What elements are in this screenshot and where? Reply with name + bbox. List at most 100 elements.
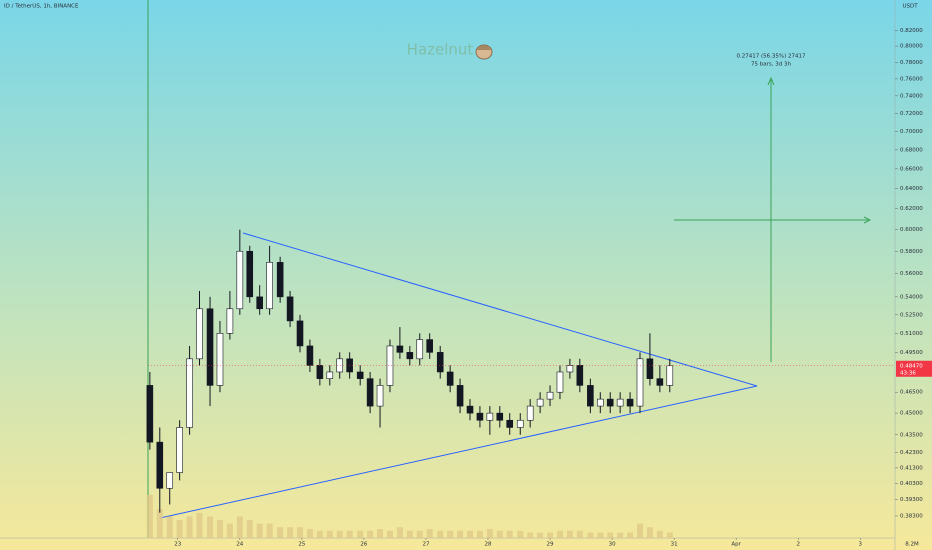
candle-body [336,358,344,373]
volume-bar [336,530,343,538]
y-tick-label: 0.52500 [900,312,923,318]
candle-body [256,296,263,310]
y-tick-label: 0.82000 [900,28,923,34]
volume-bar [556,530,563,538]
candle-body [176,427,183,473]
y-tick-label: 0.64000 [900,186,923,192]
volume-bar [627,532,634,538]
candle-body [426,339,433,353]
x-tick-label: Apr [731,542,741,548]
volume-bar [576,530,583,538]
candle-body [296,320,304,347]
candle-body [276,262,284,298]
candle-body [236,250,244,310]
volume-bar [287,527,294,538]
volume-bar [457,530,464,538]
candle-body [376,385,384,407]
candle-body [486,412,494,421]
x-tick-label: 29 [547,542,554,548]
volume-bar [656,530,663,538]
x-tick-label: 23 [174,542,181,548]
y-tick-label: 0.38300 [900,513,923,519]
candle-body [596,398,604,407]
candle-body [206,308,214,386]
volume-bar [506,530,513,538]
y-tick-label: 0.70000 [900,129,923,135]
candle-body [386,345,394,386]
y-tick-label: 0.68000 [900,147,923,153]
volume-bar [166,516,173,538]
candle-body [446,371,454,386]
volume-bar [597,532,604,538]
currency-label: USDT [902,4,918,10]
candle-body [666,365,674,386]
candle-body [146,385,154,443]
volume-bar [386,530,393,538]
y-tick-label: 0.76000 [900,76,923,82]
x-tick-label: 24 [236,542,243,548]
candle-body [166,472,174,489]
price-label: 0.48470 [900,363,923,369]
candle-body [466,405,474,414]
candle-body [587,385,594,407]
volume-bar [547,532,554,538]
candle-body [536,398,544,407]
volume-bar [236,516,243,538]
volume-bar [367,530,374,538]
y-tick-label: 0.46500 [900,390,923,396]
volume-bar [196,512,203,538]
y-tick-label: 0.41300 [900,465,923,471]
volume-bar [406,530,413,538]
x-tick-label: 30 [609,542,616,548]
volume-bar [226,523,233,538]
candle-body [646,358,654,379]
volume-label: 8.2M [905,542,919,548]
volume-bar [666,532,673,538]
y-tick-label: 0.62000 [900,206,923,212]
y-tick-label: 0.43500 [900,432,923,438]
candle-body [636,358,644,407]
measure-text: 75 bars, 3d 3h [751,62,791,68]
volume-bar [617,532,624,538]
candle-body [286,296,294,322]
candle-body [506,419,514,428]
symbol-title[interactable]: ID / TetherUS, 1h, BINANCE [4,4,79,10]
candle-body [346,358,353,373]
volume-bar [207,516,214,538]
y-tick-label: 0.40300 [900,481,923,487]
candle-body [496,412,504,421]
volume-bar [246,520,253,538]
candle-body [546,391,554,400]
y-tick-label: 0.78000 [900,60,923,66]
candle-body [556,371,564,393]
volume-bar [437,530,444,538]
candle-body [216,333,224,386]
volume-bar [637,523,644,538]
candle-body [226,308,234,334]
volume-bar [176,520,183,538]
y-tick-label: 0.54000 [900,294,923,300]
volume-bar [447,530,454,538]
y-tick-label: 0.80000 [900,44,923,50]
volume-bar [607,532,614,538]
volume-bar [377,529,384,538]
x-tick-label: 25 [298,542,305,548]
candle-body [416,339,424,360]
x-tick-label: 26 [360,542,367,548]
y-tick-label: 0.58000 [900,249,923,255]
volume-bar [416,530,423,538]
volume-bar [527,532,534,538]
volume-bar [306,529,313,538]
candle-body [246,250,254,298]
volume-bar [277,527,284,538]
candle-body [266,262,273,310]
volume-bar [467,530,474,538]
candle-body [306,345,314,366]
candle-body [156,441,164,489]
candle-body [656,378,664,386]
y-tick-label: 0.42300 [900,450,923,456]
volume-bar [426,529,433,538]
y-tick-label: 0.56000 [900,271,923,277]
volume-bar [256,523,263,538]
